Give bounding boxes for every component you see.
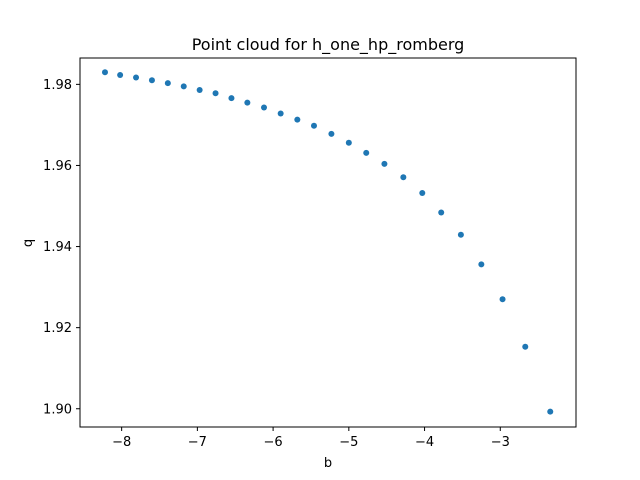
x-tick-label: −3 xyxy=(491,435,510,450)
y-tick-label: 1.92 xyxy=(43,321,72,336)
data-point xyxy=(244,99,251,106)
y-tick-label: 1.90 xyxy=(43,402,72,417)
y-tick-label: 1.94 xyxy=(43,240,72,255)
data-point xyxy=(457,231,464,238)
data-point xyxy=(328,130,335,137)
data-point xyxy=(381,160,388,167)
y-tick-label: 1.96 xyxy=(43,159,72,174)
data-point xyxy=(310,122,317,129)
data-point xyxy=(499,296,506,303)
data-point xyxy=(363,149,370,156)
data-point xyxy=(133,74,140,81)
x-axis-label: b xyxy=(324,456,332,471)
y-axis-ticks: 1.90 1.92 1.94 1.96 1.98 xyxy=(43,78,80,417)
y-tick-label: 1.98 xyxy=(43,78,72,93)
x-tick-label: −4 xyxy=(415,435,434,450)
x-tick-label: −7 xyxy=(188,435,207,450)
plot-frame xyxy=(79,57,577,428)
data-point xyxy=(228,95,235,102)
data-point xyxy=(294,116,301,123)
data-point xyxy=(478,261,485,268)
data-point xyxy=(164,80,171,87)
data-point xyxy=(261,104,268,111)
data-point xyxy=(101,69,108,76)
data-point xyxy=(345,139,352,146)
x-axis-ticks: −8 −7 −6 −5 −4 −3 xyxy=(112,427,510,450)
data-point xyxy=(522,343,529,350)
data-point xyxy=(400,174,407,181)
data-point xyxy=(196,87,203,94)
data-point xyxy=(117,72,124,79)
data-point xyxy=(438,209,445,216)
x-tick-label: −6 xyxy=(264,435,283,450)
x-tick-label: −5 xyxy=(339,435,358,450)
data-point xyxy=(547,408,554,415)
data-points xyxy=(101,69,554,415)
data-point xyxy=(419,190,426,197)
chart-title: Point cloud for h_one_hp_romberg xyxy=(192,35,465,55)
data-point xyxy=(277,110,284,117)
y-axis-label: q xyxy=(21,239,36,247)
data-point xyxy=(180,83,187,90)
data-point xyxy=(148,77,155,84)
data-point xyxy=(212,90,219,97)
x-tick-label: −8 xyxy=(112,435,131,450)
